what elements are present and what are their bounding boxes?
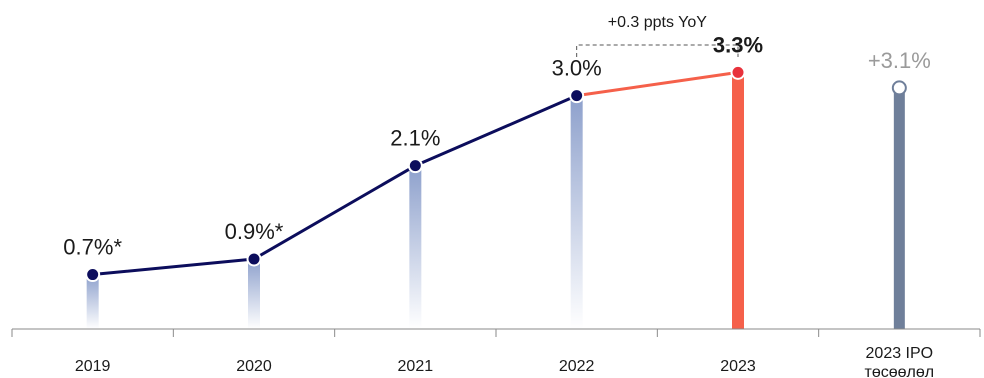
data-point-3 bbox=[569, 88, 585, 104]
tick-label-3: 2022 bbox=[559, 358, 595, 375]
data-label-3: 3.0% bbox=[552, 56, 602, 81]
series-lines-layer bbox=[92, 70, 739, 277]
data-label-4: 3.3% bbox=[713, 32, 763, 57]
stem-0 bbox=[86, 274, 99, 329]
tick-label-5: 2023 IPO bbox=[866, 345, 934, 362]
stem-3 bbox=[570, 95, 583, 330]
data-point-2 bbox=[407, 158, 423, 174]
bar-highlight bbox=[732, 72, 744, 329]
data-label-2: 2.1% bbox=[390, 126, 440, 151]
series-line bbox=[92, 94, 578, 277]
stem-1 bbox=[248, 259, 260, 329]
x-axis bbox=[11, 328, 981, 337]
data-label-5: +3.1% bbox=[868, 48, 931, 73]
bar-projection bbox=[893, 87, 905, 329]
tick-label-2: 2021 bbox=[398, 358, 434, 375]
tick-label-0: 2019 bbox=[75, 358, 111, 375]
points-layer bbox=[85, 64, 907, 283]
data-point-0 bbox=[85, 267, 101, 283]
annotation-bracket bbox=[576, 44, 739, 57]
stems-layer bbox=[86, 72, 905, 330]
data-labels-layer: 0.7%* 0.9%* 2.1% 3.0% 3.3% +3.1% bbox=[63, 32, 931, 259]
stem-2 bbox=[409, 165, 422, 329]
series-line-highlight bbox=[576, 70, 739, 98]
annotation-text: +0.3 ppts YoY bbox=[608, 14, 708, 31]
data-point-1 bbox=[246, 251, 262, 267]
tick-label-1: 2020 bbox=[236, 358, 272, 375]
data-point-projection bbox=[891, 80, 907, 96]
tick-sublabel-5: төсөөлөл bbox=[865, 364, 935, 378]
annotation-layer: +0.3 ppts YoY bbox=[576, 14, 739, 57]
tick-labels-layer: 2019 2020 2021 2022 2023 2023 IPO төсөөлөл bbox=[75, 345, 934, 378]
data-point-highlight bbox=[730, 64, 746, 80]
data-label-1: 0.9%* bbox=[225, 219, 284, 244]
data-label-0: 0.7%* bbox=[63, 235, 122, 260]
tick-label-4: 2023 bbox=[720, 358, 756, 375]
